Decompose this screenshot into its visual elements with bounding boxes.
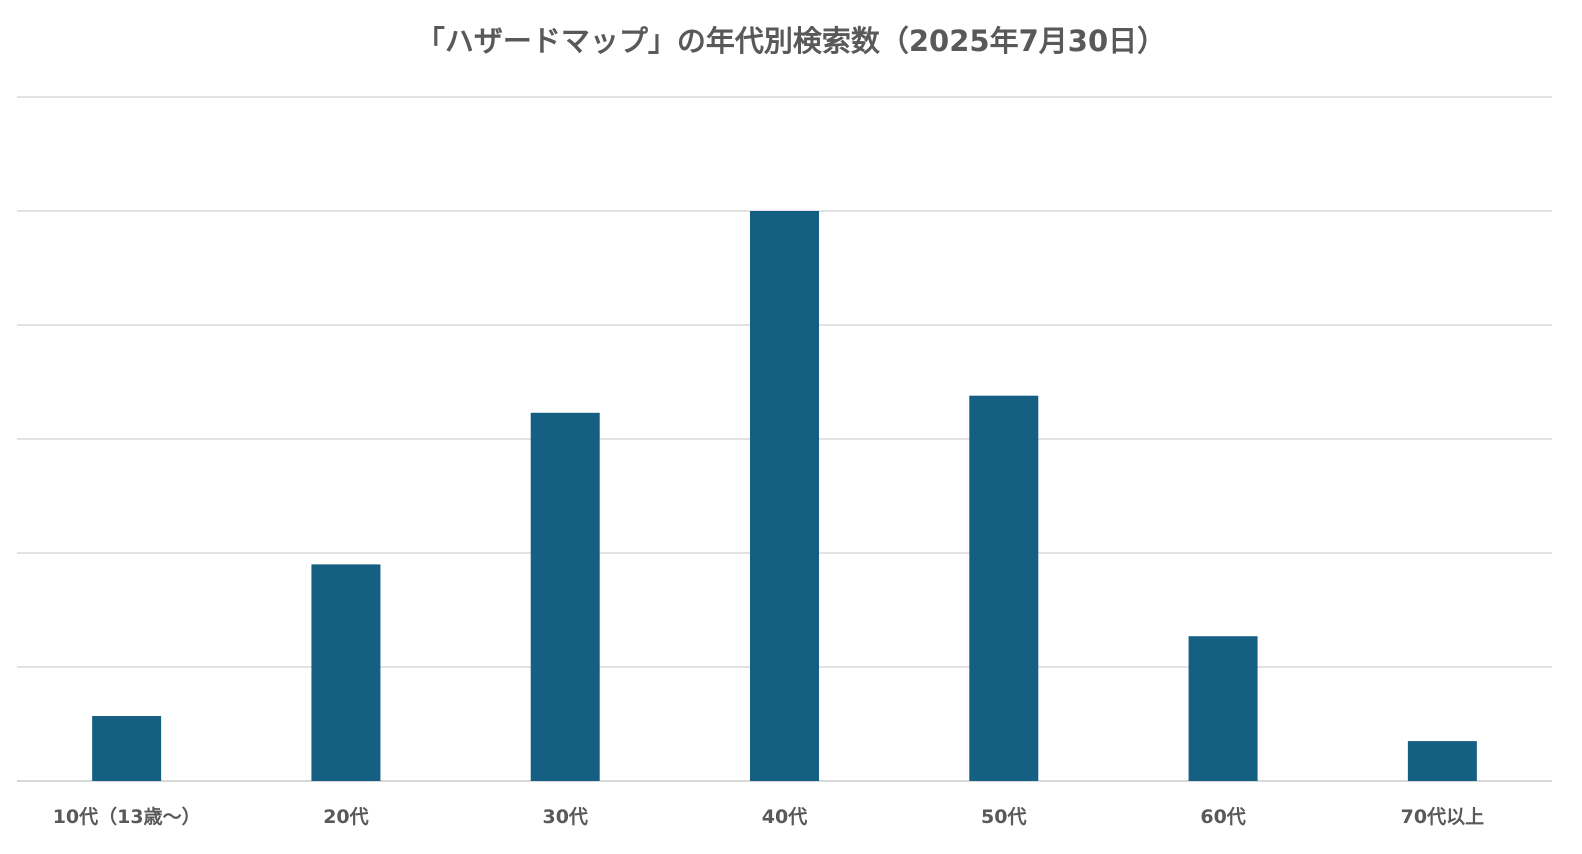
bar	[750, 211, 819, 781]
bar	[1188, 636, 1258, 781]
x-tick-label: 60代	[1200, 806, 1245, 828]
bars	[92, 211, 1477, 781]
x-tick-label: 10代（13歳～）	[53, 805, 201, 828]
x-tick-label: 70代以上	[1401, 806, 1484, 828]
chart-title: 「ハザードマップ」の年代別検索数（2025年7月30日）	[415, 24, 1167, 58]
bar	[530, 412, 600, 781]
bar	[92, 716, 162, 781]
x-tick-label: 30代	[542, 806, 587, 828]
bar	[1407, 741, 1477, 781]
bar	[311, 564, 381, 781]
x-tick-label: 20代	[323, 806, 368, 828]
bar	[969, 395, 1039, 781]
x-tick-label: 50代	[981, 806, 1026, 828]
x-tick-labels: 10代（13歳～） 20代 30代 40代 50代 60代 70代以上	[53, 805, 1484, 828]
x-tick-label: 40代	[762, 806, 807, 828]
